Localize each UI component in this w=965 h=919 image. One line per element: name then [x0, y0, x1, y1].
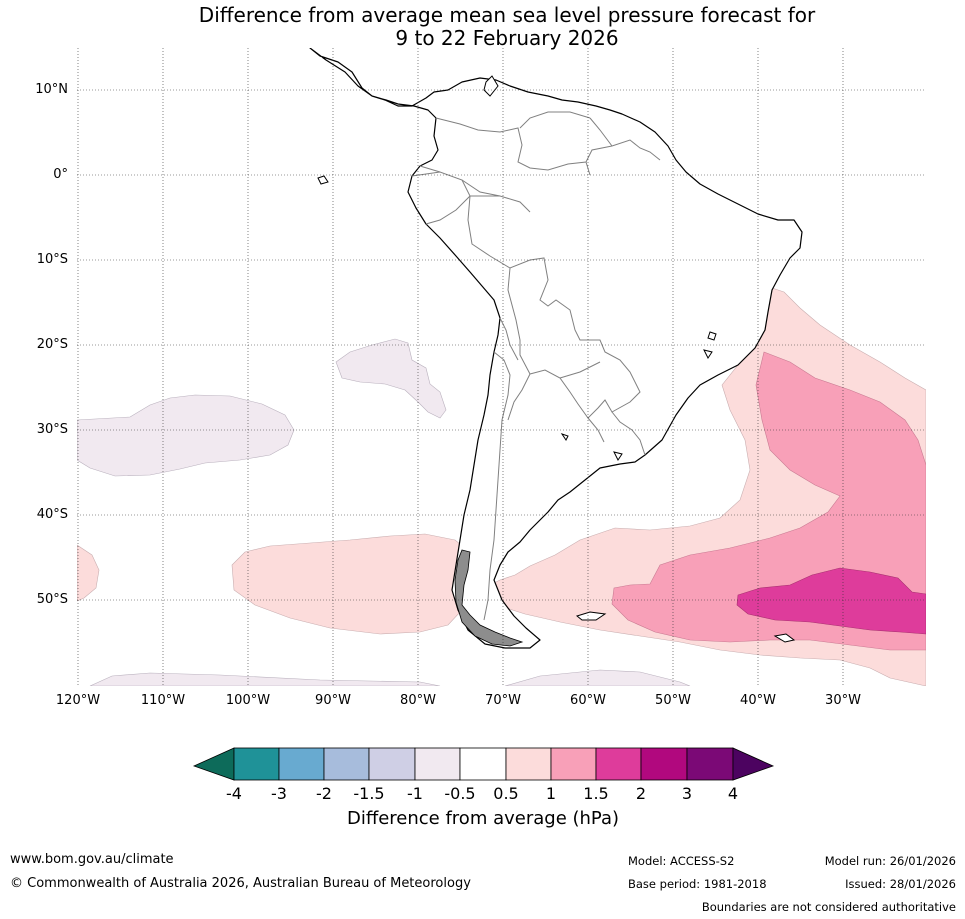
- map-plot-area: [77, 48, 926, 686]
- model-name: Model: ACCESS-S2: [628, 854, 735, 868]
- islands: [317, 75, 796, 643]
- landmass-south-america: [309, 48, 803, 649]
- lon-label: 80°W: [400, 693, 436, 708]
- lat-label: 40°S: [36, 507, 68, 522]
- colorbar-bin: [459, 747, 507, 781]
- colorbar-tick-label: -2: [316, 784, 332, 803]
- anomaly-region-pacific-south: [231, 533, 471, 635]
- colorbar-bin: [640, 747, 688, 781]
- chile-archipelago: [454, 549, 524, 647]
- base-period: Base period: 1981-2018: [628, 877, 767, 891]
- lat-label: 10°N: [35, 82, 68, 97]
- lat-label: 10°S: [36, 252, 68, 267]
- colorbar-tick-label: -1.5: [353, 784, 385, 803]
- title-line-2: 9 to 22 February 2026: [395, 26, 619, 50]
- anomaly-region-pacific-west: [77, 394, 295, 477]
- colorbar-tick-label: 1: [545, 784, 557, 803]
- colorbar-title: Difference from average (hPa): [346, 808, 620, 829]
- colorbar-tick-label: -4: [226, 784, 242, 803]
- colorbar-extend-high: [732, 747, 775, 781]
- lon-label: 60°W: [570, 693, 606, 708]
- anomaly-region-west-edge: [77, 544, 100, 602]
- graticule: [77, 48, 926, 686]
- anomaly-region-pacific-central: [335, 338, 447, 419]
- colorbar-tick-label: -0.5: [444, 784, 476, 803]
- colorbar-tick-label: 4: [727, 784, 739, 803]
- lon-label: 30°W: [825, 693, 861, 708]
- lon-label: 50°W: [655, 693, 691, 708]
- lon-label: 110°W: [140, 693, 186, 708]
- lon-label: 70°W: [485, 693, 521, 708]
- colorbar-bin: [323, 747, 370, 781]
- map-title: Difference from average mean sea level p…: [0, 4, 965, 50]
- lat-label: 0°: [53, 167, 68, 182]
- colorbar-tick-label: 3: [681, 784, 693, 803]
- colorbar-tick-label: 0.5: [493, 784, 519, 803]
- colorbar-bin: [368, 747, 416, 781]
- colorbar: [192, 747, 775, 781]
- colorbar-bin: [686, 747, 734, 781]
- lat-label: 20°S: [36, 337, 68, 352]
- colorbar-tick-label: 2: [635, 784, 647, 803]
- title-line-1: Difference from average mean sea level p…: [198, 3, 816, 27]
- website-link[interactable]: www.bom.gov.au/climate: [10, 852, 174, 867]
- colorbar-tick-label: -1: [407, 784, 423, 803]
- colorbar-extend-low: [192, 747, 235, 781]
- inland-water: [560, 331, 717, 461]
- lon-label: 100°W: [225, 693, 271, 708]
- lat-label: 50°S: [36, 592, 68, 607]
- colorbar-tick-label: 1.5: [583, 784, 609, 803]
- anomaly-region-atlantic-15to2: [736, 567, 926, 635]
- lon-label: 40°W: [740, 693, 776, 708]
- anomaly-region-south-atlantic-neg: [504, 669, 691, 686]
- colorbar-bin: [595, 747, 642, 781]
- colorbar-tick-label: -3: [271, 784, 287, 803]
- lon-label: 90°W: [315, 693, 351, 708]
- lat-label: 30°S: [36, 422, 68, 437]
- model-run-date: Model run: 26/01/2026: [824, 854, 956, 868]
- colorbar-bin: [550, 747, 597, 781]
- lon-label: 120°W: [55, 693, 101, 708]
- copyright-text: © Commonwealth of Australia 2026, Austra…: [10, 876, 471, 891]
- issued-date: Issued: 28/01/2026: [845, 877, 956, 891]
- anomaly-region-south-pacific: [89, 672, 441, 686]
- colorbar-bin: [233, 747, 280, 781]
- colorbar-bin: [278, 747, 325, 781]
- colorbar-bin: [414, 747, 461, 781]
- colorbar-bin: [505, 747, 552, 781]
- boundaries-disclaimer: Boundaries are not considered authoritat…: [701, 900, 956, 914]
